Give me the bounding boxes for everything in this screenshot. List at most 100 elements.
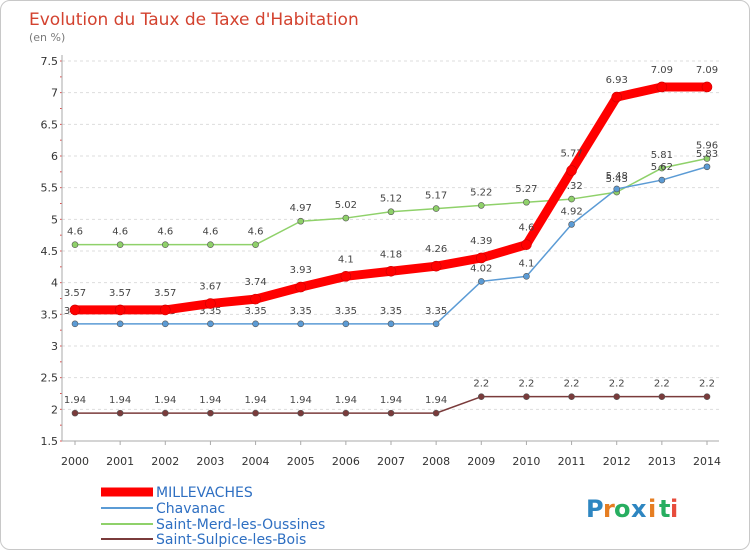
data-label: 3.67 [199,282,221,293]
data-label: 4.92 [560,206,582,217]
logo-letter: o [614,495,631,523]
y-tick-label: 3 [51,340,58,353]
data-label: 5.12 [380,194,402,205]
data-label: 1.94 [64,395,86,406]
data-label: 3.57 [109,288,131,299]
data-point [207,320,214,328]
data-point [161,320,169,328]
data-label: 5.32 [560,181,582,192]
data-label: 3.57 [154,288,176,299]
series-chavanac: 3.353.353.353.353.353.353.353.353.354.02… [64,149,718,328]
data-point [116,241,124,248]
data-label: 3.93 [290,265,312,276]
x-tick-label: 2009 [467,455,495,468]
data-point [71,241,79,248]
data-label: 3.57 [64,288,86,299]
data-point [477,202,485,209]
data-point [340,271,352,282]
data-label: 1.94 [109,395,131,406]
data-label: 2.2 [609,379,625,390]
legend-entry: MILLEVACHES [101,485,253,501]
x-tick-label: 2011 [558,455,586,468]
logo-letter: i [648,495,656,523]
data-label: 5.27 [515,184,537,195]
data-label: 7.09 [651,65,673,76]
legend-label: Saint-Merd-les-Oussines [156,517,325,533]
data-point [385,265,397,277]
data-point [703,393,711,400]
data-point [207,409,214,417]
data-point [703,155,711,162]
y-tick-label: 2.5 [41,372,59,385]
x-tick-label: 2002 [151,455,179,468]
data-label: 6.93 [606,75,628,86]
data-label: 3.35 [335,306,357,317]
data-point [701,81,713,93]
data-point [342,320,350,328]
data-label: 2.2 [654,379,670,390]
data-label: 5.62 [651,162,673,173]
y-tick-label: 3.5 [41,308,59,321]
legend-entry: Chavanac [101,501,225,517]
data-label: 5.96 [696,141,718,152]
chart-title: Evolution du Taux de Taxe d'Habitation [29,10,359,30]
data-label: 3.35 [244,306,266,317]
data-point [658,393,666,400]
data-point [613,185,621,193]
x-tick-label: 2014 [693,455,721,468]
data-point [159,304,171,316]
data-point [71,409,79,417]
series-millevaches: 3.57 3.57 3.573.67 3.743.934.1 4.18 4.264.394… [64,65,718,316]
data-point [387,409,395,417]
series-saint-merd-les-oussines: 4.6 4.6 4.6 4.6 4.6 4.97 5.02 5.12 5.17 5.22 5.27 5… [67,141,718,248]
data-label: 3.35 [425,306,447,317]
data-point [252,320,259,328]
x-tick-label: 2005 [287,455,315,468]
data-point [523,393,530,400]
data-point [116,409,124,417]
data-label: 5.17 [425,191,447,202]
data-point [207,241,214,248]
data-label: 3.35 [290,306,312,317]
data-point [295,281,307,293]
y-tick-label: 1.5 [41,435,59,448]
x-tick-label: 2006 [332,455,360,468]
data-label: 5.22 [470,187,492,198]
data-label: 1.94 [290,395,312,406]
data-point [477,278,485,285]
chart-subtitle: (en %) [29,31,65,44]
x-tick-label: 2008 [422,455,450,468]
legend: MILLEVACHESChavanacSaint-Merd-les-Oussin… [101,485,325,548]
data-label: 1.94 [244,395,266,406]
data-label: 2.2 [518,379,534,390]
x-tick-label: 2012 [603,455,631,468]
y-tick-label: 5 [51,213,58,226]
x-tick-label: 2003 [196,455,224,468]
data-point [252,241,259,248]
data-label: 2.2 [564,379,580,390]
data-point [161,409,169,417]
data-label: 3.35 [199,306,221,317]
data-point [161,241,169,248]
legend-entry: Saint-Merd-les-Oussines [101,517,325,533]
data-label: 5.48 [606,171,628,182]
data-point [387,320,395,328]
data-label: 4.6 [157,227,173,238]
y-tick-label: 6.5 [41,118,59,131]
data-point [250,293,261,305]
data-label: 3.74 [244,277,266,288]
data-point [568,195,575,203]
data-label: 1.94 [199,395,221,406]
data-point [658,176,666,184]
data-label: 4.6 [248,227,264,238]
series-saint-sulpice-les-bois: 1.94 1.94 1.94 1.94 1.94 1.94 1.94 1.94 1.94 2.2 2… [64,379,715,417]
data-label: 4.18 [380,249,402,260]
data-point [703,163,711,171]
logo-letter: i [670,495,678,523]
data-point [656,81,668,93]
data-label: 4.6 [112,227,128,238]
data-point [611,91,623,103]
legend-label: MILLEVACHES [156,485,253,501]
